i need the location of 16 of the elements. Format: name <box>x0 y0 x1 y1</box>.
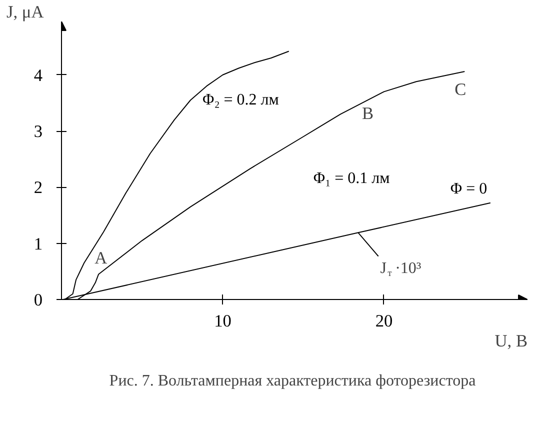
annotation: A <box>94 248 108 268</box>
series-label: Φ = 0 <box>450 180 488 198</box>
series-label: Φ₂ = 0.2 лм <box>202 92 279 109</box>
x-tick-label: 20 <box>375 312 393 330</box>
text: Рис. 7. Вольтамперная характеристика фоторезистора <box>109 372 476 390</box>
x-tick-label: 10 <box>214 312 232 330</box>
y-tick-label: 2 <box>34 178 43 198</box>
y-tick-label: 3 <box>34 122 43 142</box>
y-axis-title: J, μA <box>6 2 44 22</box>
y-tick-label: 1 <box>34 234 43 254</box>
y-tick-label: 0 <box>34 290 43 310</box>
y-tick-label: 4 <box>34 66 43 85</box>
text: Φ₁ = 0.1 лм <box>313 170 390 188</box>
x-axis-title: U, B <box>494 332 528 350</box>
annotation: C <box>454 80 466 99</box>
annotation: B <box>362 104 374 124</box>
